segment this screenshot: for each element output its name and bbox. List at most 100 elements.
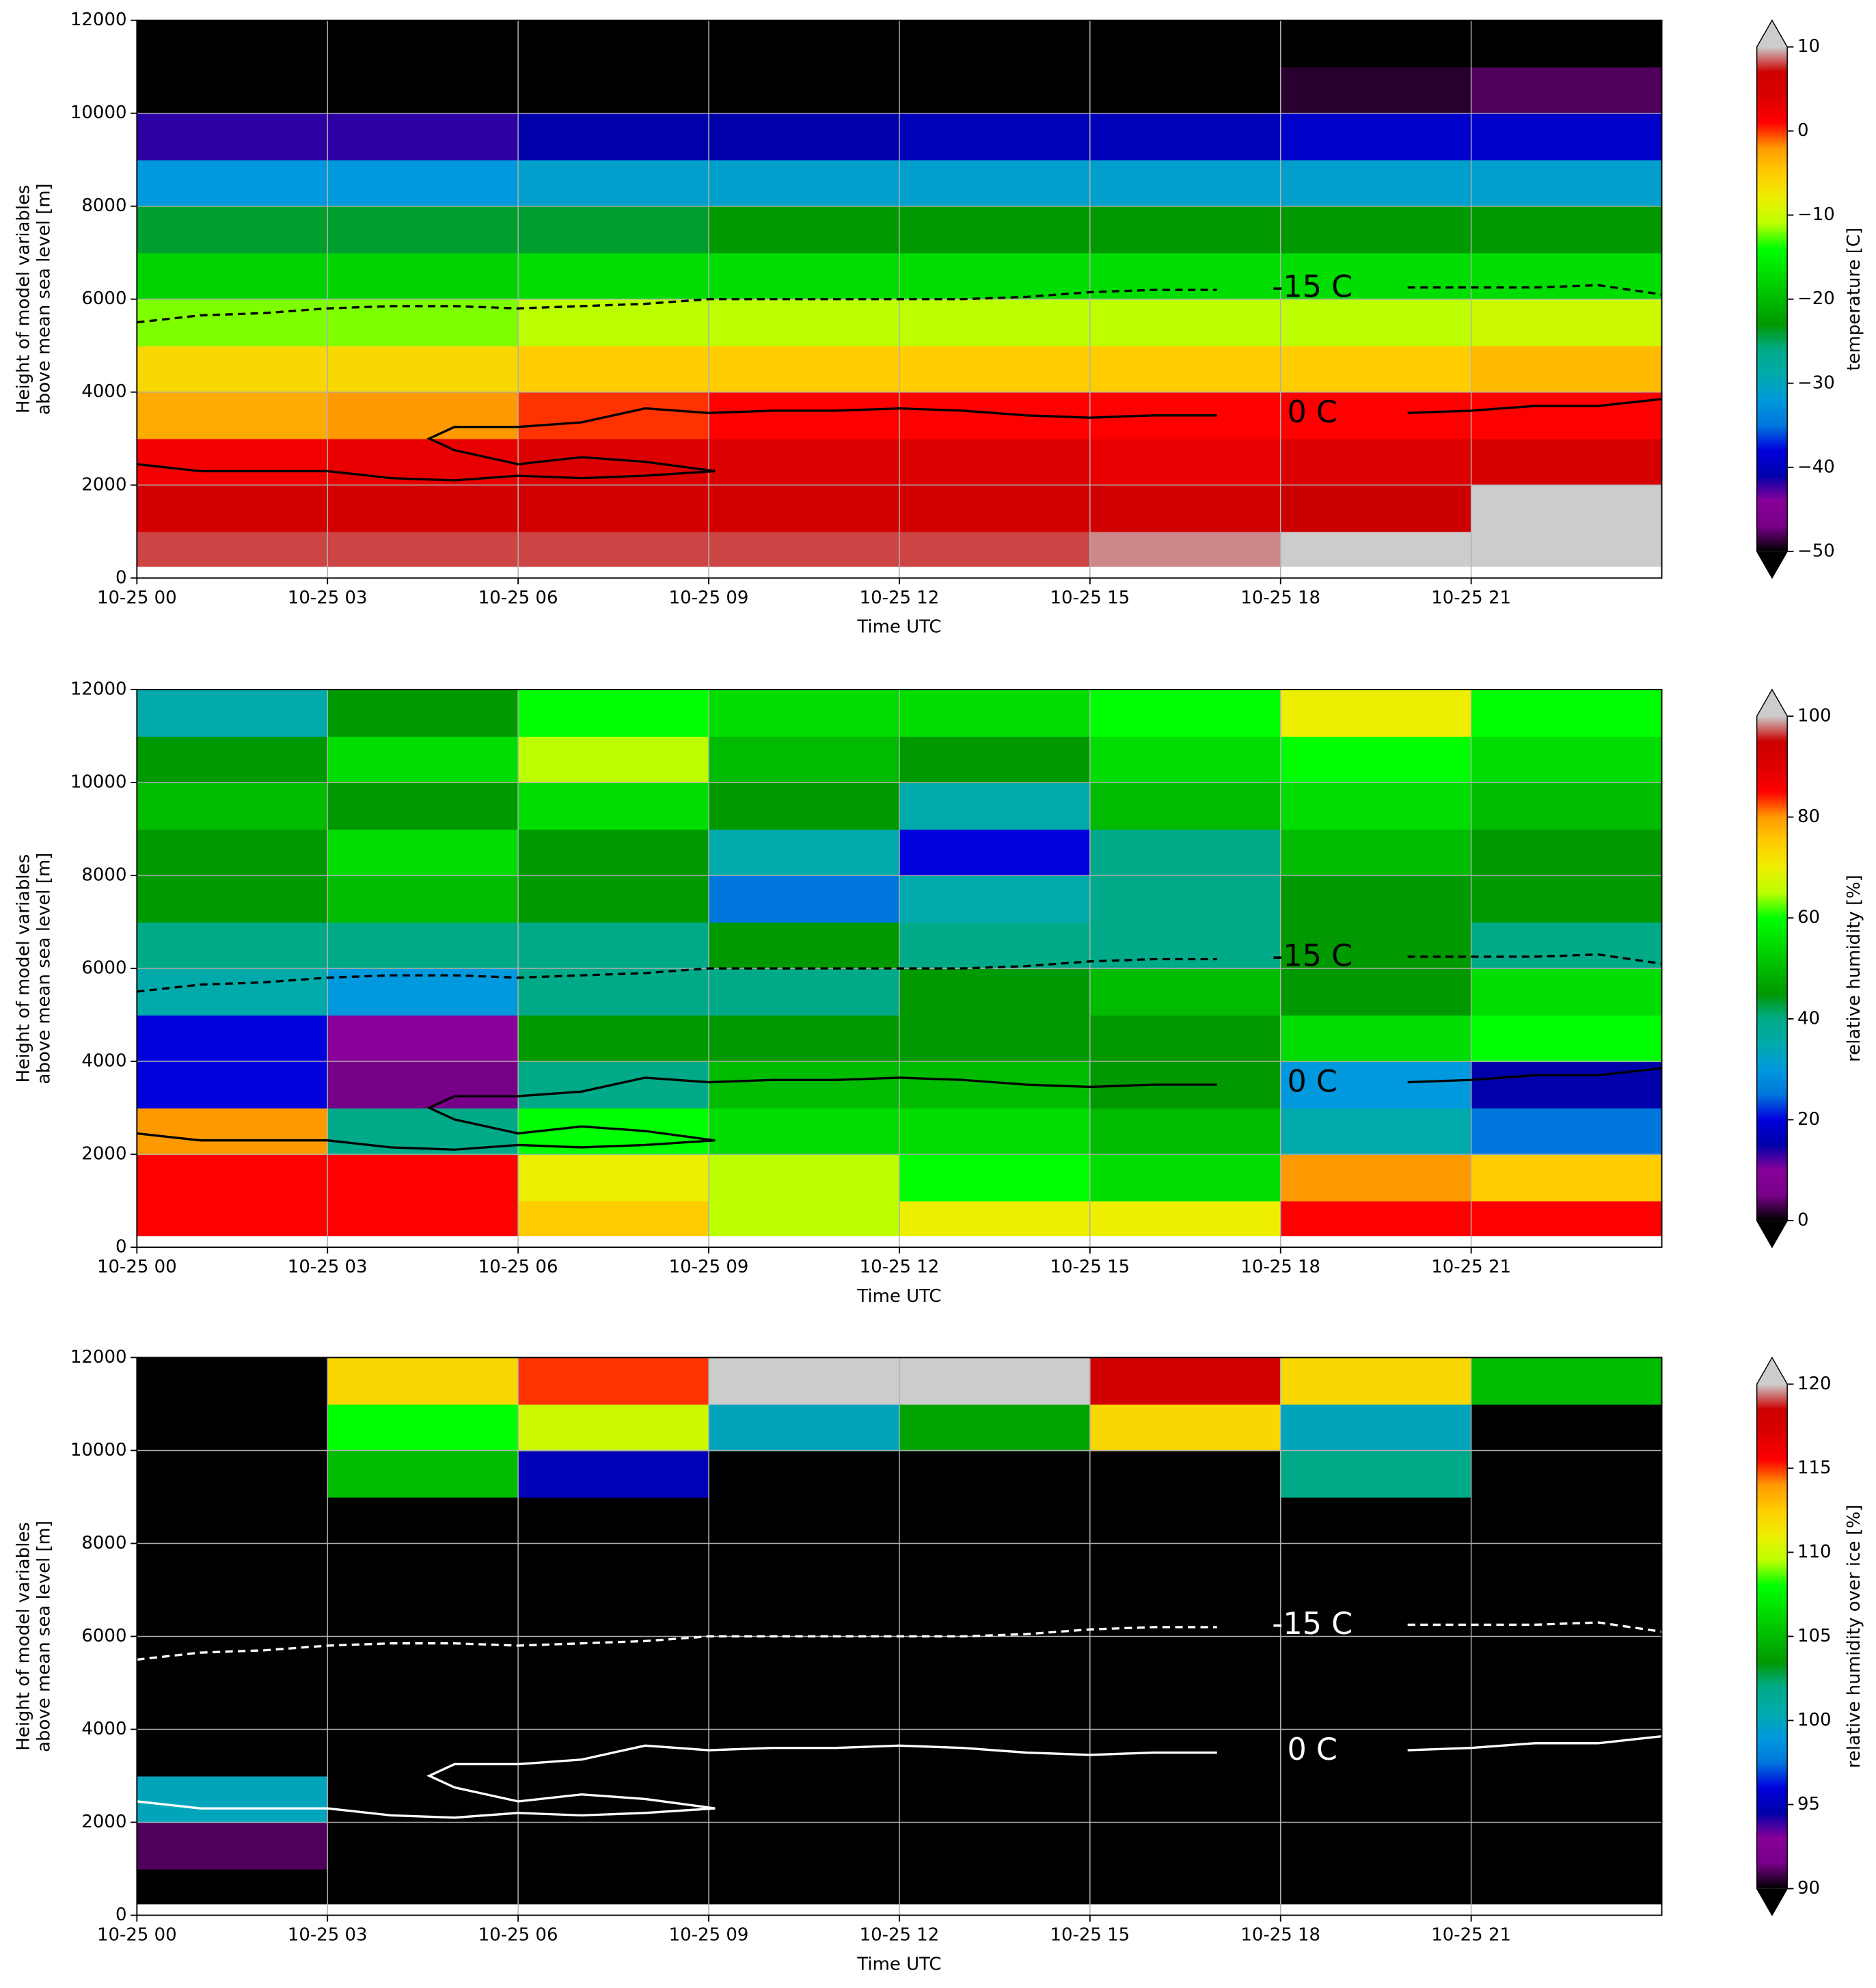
heatmap-cell	[518, 1497, 709, 1544]
heatmap-cell	[1280, 438, 1472, 486]
heatmap-cell	[327, 345, 519, 393]
heatmap-cell	[1280, 736, 1472, 783]
heatmap-cell	[137, 1543, 329, 1591]
panel: -15 C 0 C 10-25 00 10-25 03 10-25 06 10-25 09…	[14, 10, 1864, 637]
heatmap-cell	[1089, 66, 1281, 114]
contour-line	[137, 1734, 1662, 1819]
heatmap-cell	[137, 66, 329, 114]
heatmap-cell	[137, 1450, 329, 1498]
heatmap-cell	[1471, 1822, 1663, 1870]
heatmap-cell	[1471, 875, 1663, 923]
heatmap-cell	[709, 1590, 900, 1637]
heatmap-cell	[709, 1015, 900, 1062]
heatmap-cell	[1471, 736, 1663, 783]
heatmap-cell	[1280, 1497, 1472, 1544]
heatmap-cell	[327, 1590, 519, 1637]
y-tick-label: 12000	[70, 1347, 127, 1367]
heatmap-cell	[327, 829, 519, 876]
y-axis-label: Height of model variablesabove mean sea …	[14, 1521, 55, 1752]
heatmap-cell	[709, 782, 900, 830]
heatmap-cell	[1471, 485, 1663, 532]
heatmap-cell	[899, 1590, 1091, 1637]
colorbar-tick-label: 60	[1797, 908, 1820, 928]
heatmap-cell	[1471, 1775, 1663, 1823]
x-tick-label: 10-25 21	[1431, 1257, 1511, 1277]
heatmap-cell	[137, 1683, 329, 1730]
heatmap-cell	[137, 1061, 329, 1108]
heatmap-cell	[1089, 531, 1281, 567]
heatmap-cell	[1089, 485, 1281, 532]
heatmap-cell	[327, 1497, 519, 1544]
heatmap-cell	[137, 736, 329, 783]
heatmap-cell	[1089, 1108, 1281, 1155]
heatmap-cell	[518, 875, 709, 923]
x-tick-label: 10-25 09	[669, 1925, 749, 1946]
x-tick-label: 10-25 06	[478, 588, 558, 608]
heatmap-cell	[1280, 1729, 1472, 1777]
heatmap-cell	[518, 206, 709, 254]
heatmap-cell	[327, 922, 519, 969]
heatmap-cell	[1280, 252, 1472, 300]
contour-label: -15 C	[1272, 1607, 1352, 1642]
x-tick-label: 10-25 18	[1240, 1257, 1320, 1277]
heatmap-cell	[1280, 299, 1472, 346]
heatmap-cell	[327, 113, 519, 161]
heatmap-cell	[518, 689, 709, 737]
heatmap-cell	[1280, 1543, 1472, 1591]
colorbar-tick-label: 100	[1797, 1710, 1832, 1730]
y-tick-label: 12000	[70, 10, 127, 30]
x-tick-label: 10-25 21	[1431, 588, 1511, 608]
heatmap-cell	[1280, 922, 1472, 969]
contour-line	[137, 1067, 1662, 1151]
y-axis-label-line: above mean sea level [m]	[33, 183, 54, 415]
heatmap-cell	[709, 392, 900, 439]
colorbar-label: temperature [C]	[1844, 228, 1864, 371]
heatmap-cell	[899, 1497, 1091, 1544]
heatmap-cell	[1089, 1683, 1281, 1730]
heatmap-cell	[1089, 1497, 1281, 1544]
contour-label: 0 C	[1287, 395, 1337, 430]
contour-label: 0 C	[1287, 1064, 1337, 1099]
heatmap-cell	[709, 922, 900, 969]
heatmap-cell	[899, 113, 1091, 161]
heatmap-cell	[137, 299, 329, 346]
heatmap-cell	[137, 1404, 329, 1452]
colorbar-tick-label: −30	[1797, 372, 1835, 393]
heatmap-cell	[1471, 66, 1663, 114]
heatmap-cell	[327, 689, 519, 737]
colorbar-tick-label: 110	[1797, 1542, 1832, 1562]
heatmap-cell	[137, 782, 329, 830]
x-tick-label: 10-25 15	[1050, 588, 1130, 608]
heatmap-cell	[1471, 1154, 1663, 1201]
x-tick-label: 10-25 09	[669, 1257, 749, 1277]
y-axis-label: Height of model variablesabove mean sea …	[14, 853, 55, 1085]
contour-line	[137, 398, 1662, 482]
heatmap-cell	[1280, 1822, 1472, 1870]
heatmap-cell	[327, 252, 519, 300]
colorbar-label: relative humidity over ice [%]	[1844, 1505, 1864, 1769]
y-tick-label: 4000	[81, 1719, 126, 1739]
heatmap-cell	[899, 1154, 1091, 1201]
y-axis-label: Height of model variablesabove mean sea …	[14, 183, 55, 415]
heatmap-cell	[899, 1868, 1091, 1905]
heatmap-cell	[518, 66, 709, 114]
y-axis-label-line: Height of model variables	[14, 185, 34, 413]
heatmap-cell	[1471, 968, 1663, 1016]
colorbar-tick-label: −10	[1797, 204, 1835, 225]
heatmap-cell	[1471, 1357, 1663, 1405]
heatmap-cell	[137, 1822, 329, 1870]
y-axis-label-line: Height of model variables	[14, 854, 34, 1083]
heatmap-cell	[518, 736, 709, 783]
heatmap-cell	[1280, 392, 1472, 439]
y-tick-label: 6000	[81, 1626, 126, 1646]
heatmap-cell	[327, 1201, 519, 1237]
heatmap-cell	[137, 1357, 329, 1405]
heatmap-cell	[327, 159, 519, 207]
heatmap-cell	[709, 1636, 900, 1684]
heatmap-cell	[327, 531, 519, 567]
heatmap-cell	[709, 438, 900, 486]
x-tick-label: 10-25 12	[860, 1925, 940, 1946]
heatmap-cell	[137, 1636, 329, 1684]
heatmap-cell	[1280, 159, 1472, 207]
heatmap-cell	[1089, 159, 1281, 207]
